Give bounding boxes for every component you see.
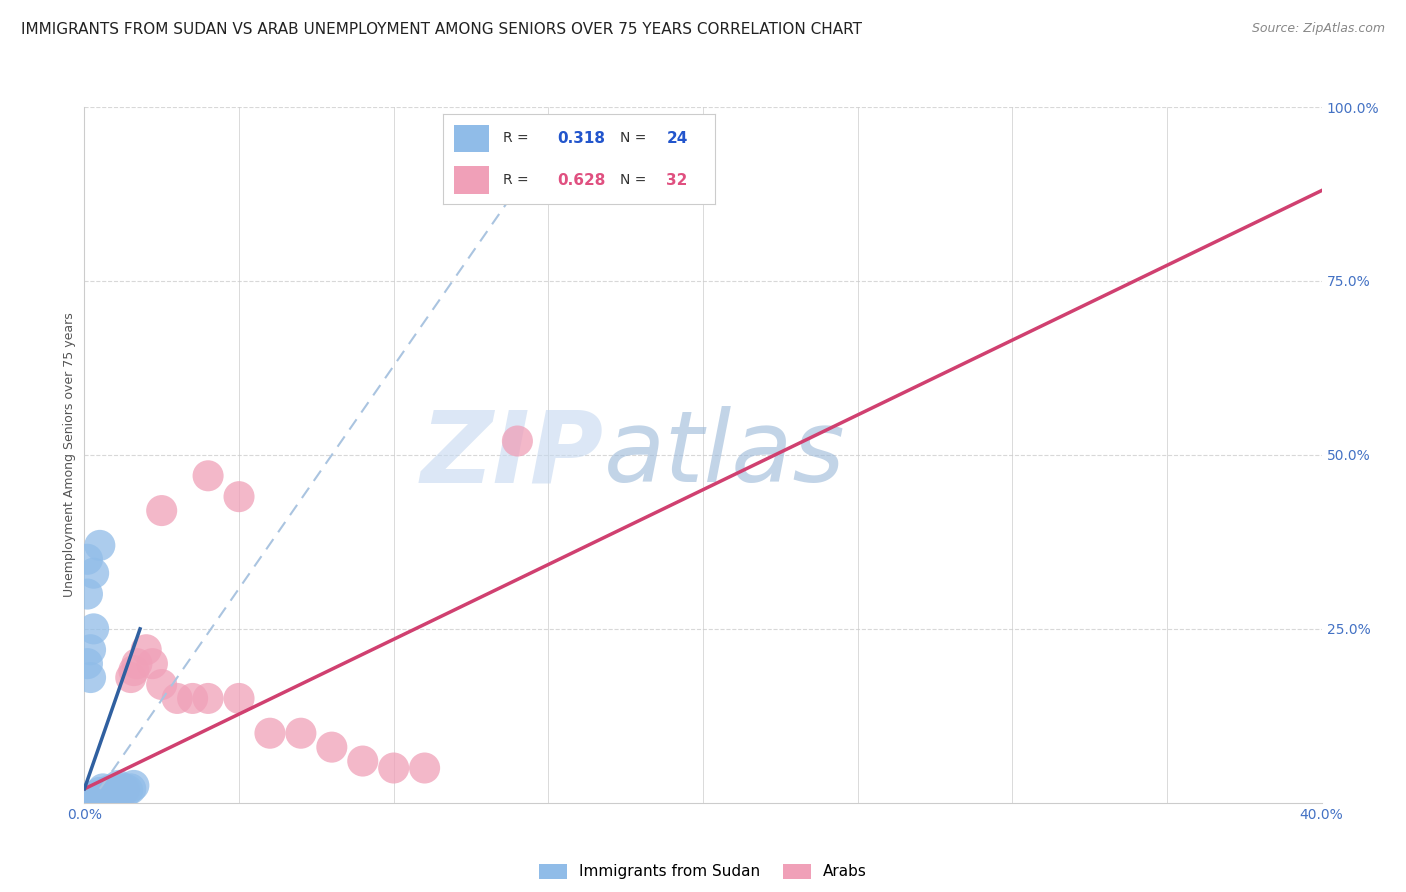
Point [321,740,343,755]
Point [114,781,136,796]
Point [197,468,219,483]
Point [181,691,204,706]
Point [110,785,132,799]
Point [122,778,145,792]
Point [117,783,139,797]
Point [228,691,250,706]
Point [83,789,105,803]
Point [135,642,157,657]
Point [76,587,98,601]
Point [79,790,101,805]
Point [104,785,127,799]
Point [79,671,101,685]
Point [107,778,129,792]
Point [101,792,124,806]
Text: Source: ZipAtlas.com: Source: ZipAtlas.com [1251,22,1385,36]
Point [413,761,436,775]
Point [107,789,129,803]
Point [98,783,121,797]
Point [89,538,111,552]
Point [197,691,219,706]
Point [259,726,281,740]
Point [290,726,312,740]
Point [506,434,529,448]
Point [114,783,136,797]
Point [120,781,142,796]
Point [79,792,101,806]
Point [94,790,117,805]
Point [141,657,163,671]
Point [110,781,132,796]
Point [104,789,127,803]
Point [101,789,124,803]
Point [76,657,98,671]
Point [382,761,405,775]
Y-axis label: Unemployment Among Seniors over 75 years: Unemployment Among Seniors over 75 years [63,312,76,598]
Point [83,566,105,581]
Text: atlas: atlas [605,407,845,503]
Point [94,785,117,799]
Point [120,671,142,685]
Point [122,664,145,678]
Point [89,785,111,799]
Point [76,792,98,806]
Point [150,503,173,517]
Point [89,789,111,803]
Point [150,677,173,691]
Point [98,789,121,803]
Text: IMMIGRANTS FROM SUDAN VS ARAB UNEMPLOYMENT AMONG SENIORS OVER 75 YEARS CORRELATI: IMMIGRANTS FROM SUDAN VS ARAB UNEMPLOYME… [21,22,862,37]
Text: ZIP: ZIP [420,407,605,503]
Point [91,781,114,796]
Point [76,552,98,566]
Point [83,789,105,803]
Point [125,657,148,671]
Point [91,792,114,806]
Legend: Immigrants from Sudan, Arabs: Immigrants from Sudan, Arabs [533,857,873,886]
Point [228,490,250,504]
Point [166,691,188,706]
Point [79,642,101,657]
Point [352,754,374,768]
Point [83,622,105,636]
Point [86,790,108,805]
Point [86,789,108,803]
